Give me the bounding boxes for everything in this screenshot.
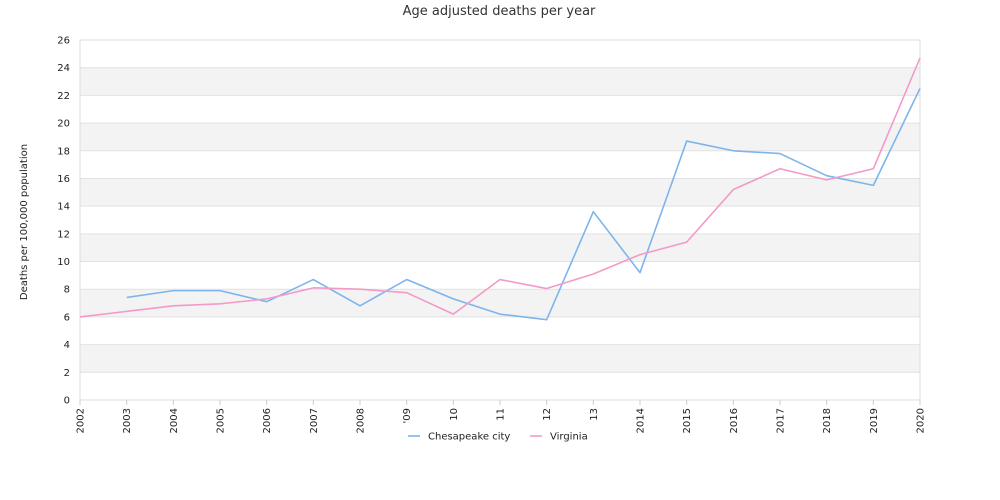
grid-band xyxy=(80,233,920,262)
x-tick-label: 2014 xyxy=(636,408,647,433)
x-tick-label: 2005 xyxy=(216,408,227,433)
chart-title: Age adjusted deaths per year xyxy=(403,4,596,19)
series-line-virginia xyxy=(79,57,921,318)
legend-label: Virginia xyxy=(550,432,588,443)
x-tick-label: 2004 xyxy=(169,408,180,433)
y-tick-label: 12 xyxy=(57,229,70,240)
x-tick-label: 2017 xyxy=(776,408,787,433)
y-axis-label: Deaths per 100,000 population xyxy=(19,144,30,300)
y-tick-label: 18 xyxy=(57,146,70,157)
y-tick-label: 26 xyxy=(57,36,70,47)
legend: Chesapeake city Virginia xyxy=(408,432,588,443)
y-tick-label: 24 xyxy=(57,63,70,74)
y-tick-label: 2 xyxy=(64,368,70,379)
x-tick-label: 12 xyxy=(542,408,553,421)
x-tick-label: 2002 xyxy=(76,408,87,433)
grid-band xyxy=(80,178,920,207)
x-tick-label: 13 xyxy=(589,408,600,421)
y-tick-label: 0 xyxy=(64,396,70,407)
y-tick-label: 22 xyxy=(57,91,70,102)
grid-band xyxy=(80,123,920,151)
x-tick-label: 2019 xyxy=(869,408,880,433)
grid-band xyxy=(80,344,920,373)
legend-item[interactable]: Chesapeake city xyxy=(408,432,510,443)
x-tick-label: 2020 xyxy=(916,408,927,433)
x-tick-label: 2018 xyxy=(822,408,833,433)
x-tick-label: 2015 xyxy=(682,408,693,433)
x-tick-label: 2016 xyxy=(729,408,740,433)
x-tick-label: 2003 xyxy=(122,408,133,433)
x-tick-label: 2007 xyxy=(309,408,320,433)
x-tick-label: 2006 xyxy=(262,408,273,433)
x-tick-label: 2008 xyxy=(356,408,367,433)
y-tick-label: 20 xyxy=(57,119,70,130)
x-tick-label: 11 xyxy=(496,408,507,421)
legend-label: Chesapeake city xyxy=(428,432,510,443)
grid-band xyxy=(80,289,920,317)
legend-item[interactable]: Virginia xyxy=(530,432,588,443)
x-axis-ticks: 2002 2003 2004 2005 2006 2007 2008 '09 10 11 12 13 2… xyxy=(76,400,927,433)
grid-bands xyxy=(80,67,920,373)
y-tick-label: 8 xyxy=(64,285,70,296)
y-tick-label: 6 xyxy=(64,312,70,323)
grid-band xyxy=(80,67,920,96)
y-tick-label: 16 xyxy=(57,174,70,185)
series-layer xyxy=(79,57,921,321)
x-tick-label: 10 xyxy=(449,408,460,421)
x-tick-label: '09 xyxy=(402,408,413,423)
y-tick-label: 14 xyxy=(57,202,70,213)
y-tick-label: 4 xyxy=(64,340,70,351)
y-tick-label: 10 xyxy=(57,257,70,268)
